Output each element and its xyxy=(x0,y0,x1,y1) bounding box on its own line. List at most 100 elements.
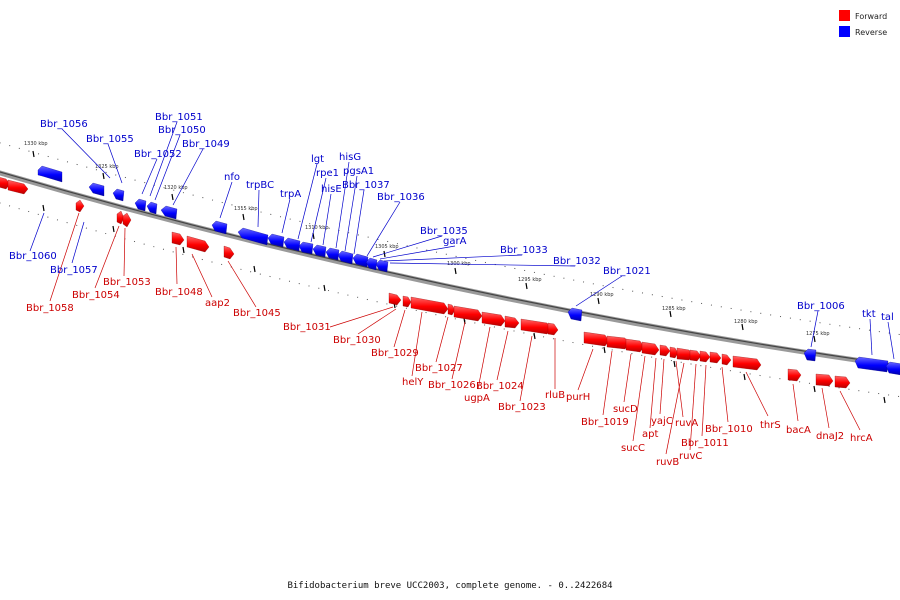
forward-gene[interactable] xyxy=(732,355,762,371)
forward-gene[interactable] xyxy=(641,341,660,356)
gene-label-bbr-1010[interactable]: Bbr_1010 xyxy=(705,424,753,435)
reverse-gene[interactable] xyxy=(337,250,354,265)
gene-label-purh[interactable]: purH xyxy=(566,392,590,403)
gene-label-bbr-1057[interactable]: Bbr_1057 xyxy=(50,265,98,276)
gene-label-bbr-1035[interactable]: Bbr_1035 xyxy=(420,226,468,237)
gene-label-bbr-1056[interactable]: Bbr_1056 xyxy=(40,119,88,130)
gene-label-tkt[interactable]: tkt xyxy=(862,309,876,320)
gene-label-trpa[interactable]: trpA xyxy=(280,189,301,200)
reverse-gene[interactable] xyxy=(237,227,269,246)
reverse-gene[interactable] xyxy=(567,307,583,322)
forward-gene[interactable] xyxy=(481,311,506,327)
forward-gene[interactable] xyxy=(171,231,185,246)
gene-label-yajc[interactable]: yajC xyxy=(651,416,673,427)
gene-label-bbr-1055[interactable]: Bbr_1055 xyxy=(86,134,134,145)
gene-label-apt[interactable]: apt xyxy=(642,429,658,440)
gene-label-rlub[interactable]: rluB xyxy=(545,390,565,401)
forward-gene[interactable] xyxy=(447,303,456,316)
gene-label-bbr-1052[interactable]: Bbr_1052 xyxy=(134,149,182,160)
gene-label-nfo[interactable]: nfo xyxy=(224,172,240,183)
gene-label-bbr-1045[interactable]: Bbr_1045 xyxy=(233,308,281,319)
forward-gene[interactable] xyxy=(75,199,85,213)
gene-label-bbr-1051[interactable]: Bbr_1051 xyxy=(155,112,203,123)
forward-gene[interactable] xyxy=(7,179,29,195)
forward-gene[interactable] xyxy=(689,349,702,362)
gene-label-dnaj2[interactable]: dnaJ2 xyxy=(816,431,844,442)
gene-label-bbr-1037[interactable]: Bbr_1037 xyxy=(342,180,390,191)
gene-label-lgt[interactable]: lgt xyxy=(311,154,324,165)
gene-label-bbr-1050[interactable]: Bbr_1050 xyxy=(158,125,206,136)
forward-gene[interactable] xyxy=(122,212,132,228)
gene-label-bbr-1031[interactable]: Bbr_1031 xyxy=(283,322,331,333)
forward-gene[interactable] xyxy=(453,305,483,322)
gene-label-hrca[interactable]: hrcA xyxy=(850,433,873,444)
gene-label-bbr-1027[interactable]: Bbr_1027 xyxy=(415,363,463,374)
gene-label-baca[interactable]: bacA xyxy=(786,425,811,436)
gene-label-aap2[interactable]: aap2 xyxy=(205,298,230,309)
reverse-gene[interactable] xyxy=(312,244,327,258)
forward-gene[interactable] xyxy=(699,350,711,363)
gene-label-bbr-1030[interactable]: Bbr_1030 xyxy=(333,335,381,346)
forward-gene[interactable] xyxy=(116,210,125,225)
gene-label-bbr-1026[interactable]: Bbr_1026 xyxy=(428,380,476,391)
gene-label-hise[interactable]: hisE xyxy=(321,184,342,195)
gene-label-bbr-1006[interactable]: Bbr_1006 xyxy=(797,301,845,312)
gene-label-bbr-1036[interactable]: Bbr_1036 xyxy=(377,192,425,203)
gene-label-sucd[interactable]: sucD xyxy=(613,404,638,415)
gene-label-bbr-1049[interactable]: Bbr_1049 xyxy=(182,139,230,150)
reverse-gene[interactable] xyxy=(146,201,158,215)
gene-label-bbr-1029[interactable]: Bbr_1029 xyxy=(371,348,419,359)
gene-label-pgsa1[interactable]: pgsA1 xyxy=(343,166,374,177)
gene-label-hely[interactable]: helY xyxy=(402,377,424,388)
reverse-gene[interactable] xyxy=(267,233,285,248)
gene-label-bbr-1023[interactable]: Bbr_1023 xyxy=(498,402,546,413)
forward-gene[interactable] xyxy=(721,353,732,366)
gene-label-bbr-1053[interactable]: Bbr_1053 xyxy=(103,277,151,288)
gene-label-bbr-1048[interactable]: Bbr_1048 xyxy=(155,287,203,298)
gene-label-ruvb[interactable]: ruvB xyxy=(656,457,679,468)
gene-label-ugpa[interactable]: ugpA xyxy=(464,393,490,404)
gene-label-bbr-1058[interactable]: Bbr_1058 xyxy=(26,303,74,314)
forward-gene[interactable] xyxy=(402,295,412,308)
gene-label-bbr-1019[interactable]: Bbr_1019 xyxy=(581,417,629,428)
forward-gene[interactable] xyxy=(504,315,520,329)
gene-label-bbr-1054[interactable]: Bbr_1054 xyxy=(72,290,120,301)
forward-gene[interactable] xyxy=(787,368,802,382)
forward-gene[interactable] xyxy=(186,235,210,253)
reverse-gene[interactable] xyxy=(298,241,314,255)
forward-gene[interactable] xyxy=(520,318,552,335)
gene-label-bbr-1033[interactable]: Bbr_1033 xyxy=(500,245,548,256)
gene-label-bbr-1011[interactable]: Bbr_1011 xyxy=(681,438,729,449)
reverse-gene[interactable] xyxy=(211,220,228,235)
forward-gene[interactable] xyxy=(583,331,610,347)
reverse-gene[interactable] xyxy=(134,198,147,212)
gene-label-succ[interactable]: sucC xyxy=(621,443,645,454)
forward-gene[interactable] xyxy=(606,335,630,350)
forward-gene[interactable] xyxy=(659,344,671,357)
reverse-gene[interactable] xyxy=(854,356,889,373)
gene-label-ruva[interactable]: ruvA xyxy=(675,418,698,429)
reverse-gene[interactable] xyxy=(375,259,389,273)
reverse-gene[interactable] xyxy=(803,348,817,362)
reverse-gene[interactable] xyxy=(37,165,63,183)
gene-label-thrs[interactable]: thrS xyxy=(760,420,781,431)
forward-gene[interactable] xyxy=(625,338,645,353)
gene-label-bbr-1060[interactable]: Bbr_1060 xyxy=(9,251,57,262)
forward-gene[interactable] xyxy=(834,375,851,389)
gene-label-bbr-1032[interactable]: Bbr_1032 xyxy=(553,256,601,267)
reverse-gene[interactable] xyxy=(160,205,178,220)
forward-gene[interactable] xyxy=(709,351,722,364)
forward-gene[interactable] xyxy=(815,373,834,387)
gene-label-bbr-1024[interactable]: Bbr_1024 xyxy=(476,381,524,392)
reverse-gene[interactable] xyxy=(112,188,125,202)
gene-label-trpbc[interactable]: trpBC xyxy=(246,180,274,191)
reverse-gene[interactable] xyxy=(885,361,900,375)
gene-label-gara[interactable]: garA xyxy=(443,236,467,247)
gene-label-ruvc[interactable]: ruvC xyxy=(679,451,702,462)
gene-label-tal[interactable]: tal xyxy=(881,312,894,323)
forward-gene[interactable] xyxy=(410,296,449,315)
forward-gene[interactable] xyxy=(547,322,559,336)
gene-label-hisg[interactable]: hisG xyxy=(339,152,361,163)
forward-gene[interactable] xyxy=(669,346,679,359)
forward-gene[interactable] xyxy=(223,245,235,260)
